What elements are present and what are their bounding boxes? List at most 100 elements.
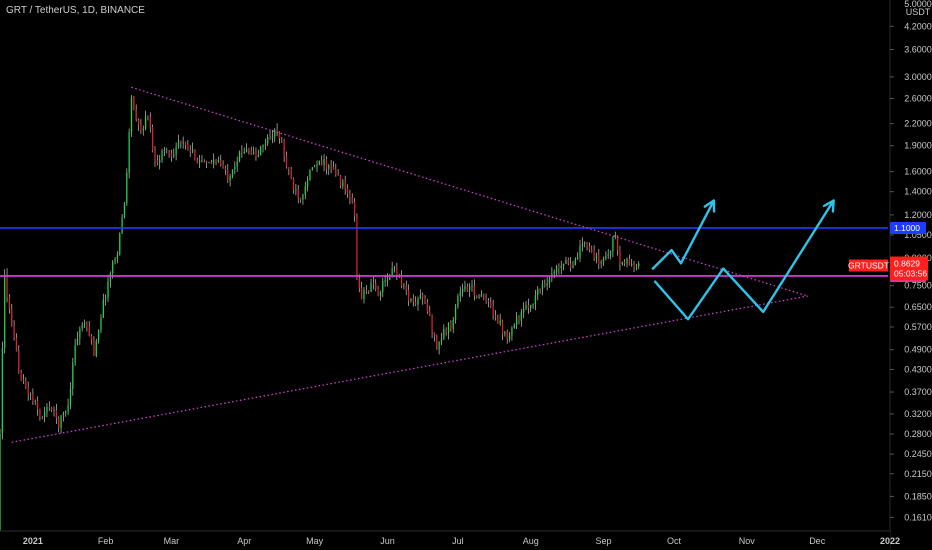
candle-body [497,316,499,324]
candle-body [257,155,259,157]
candle-body [577,257,579,259]
candle-body [365,289,367,291]
candle-body [271,136,274,139]
candle-body [614,235,616,237]
candle-body [48,406,50,409]
candle-body [321,160,323,165]
time-tick-label: Dec [809,536,826,546]
time-axis-background [0,531,890,550]
candle-body [375,283,377,289]
candle-body [396,266,398,277]
candle-body [447,322,450,333]
price-tick-label: 0.7500 [904,281,932,291]
candle-body [189,150,191,152]
price-tick-label: 0.1610 [904,512,932,522]
candle-body [83,322,86,326]
candle-body [346,188,349,194]
candle-body [198,160,201,163]
candle-body [161,151,163,161]
candle-body [358,278,360,288]
candle-body [15,337,18,351]
candle-body [452,320,454,329]
time-axis[interactable]: 2021 Feb Mar Apr May Jun Jul Aug Sep Oct Nov Dec 202… [0,530,900,550]
candle-body [173,154,175,157]
candle-body [203,160,205,163]
candle-body [123,203,126,218]
candle-body [508,335,511,340]
candle-body [72,362,74,389]
candle-body [102,299,104,318]
candle-body [431,315,433,333]
candle-body [105,297,107,300]
candle-body [309,169,311,181]
candle-body [119,233,121,255]
candle-body [168,151,170,154]
candle-body [97,330,100,342]
candle-body [220,160,222,166]
candle-body [372,282,375,284]
candle-body [241,151,243,153]
price-tick-label: 3.6000 [904,44,932,54]
candle-body [69,388,72,406]
candle-body [342,181,344,186]
candle-body [175,147,177,155]
candle-body [530,304,532,308]
candle-body [288,167,290,169]
candle-body [25,381,27,388]
candle-body [612,236,614,251]
projection-arrowhead [822,199,835,213]
candle-body [443,328,445,339]
candle-body [586,243,588,247]
candle-body [41,416,43,418]
candle-body [4,274,6,348]
candle-body [112,262,114,273]
candle-body [208,162,210,164]
candle-body [159,160,161,163]
candle-body [285,155,288,168]
candle-body [511,327,513,336]
candle-body [281,138,283,140]
candle-body [562,263,565,266]
candle-body [579,245,581,258]
candle-body [499,320,501,324]
candle-body [267,137,269,144]
candle-body [415,302,417,305]
candle-body [537,288,539,296]
candle-body [450,322,452,329]
candle-body [525,305,527,309]
candle-body [548,278,551,284]
candle-body [598,254,600,264]
candle-body [8,297,11,309]
candle-body [492,306,494,316]
candle-body [461,289,464,293]
candle-body [269,137,271,139]
candle-body [335,169,337,175]
candle-body [20,372,22,381]
candle-body [224,167,227,170]
candle-body [95,341,97,356]
candle-body [297,189,299,198]
candle-body [229,176,231,181]
candle-body [213,160,215,164]
price-tick-label: 1.0500 [904,230,932,240]
candle-body [339,175,342,186]
triangle-trendline [11,295,808,443]
candle-body [546,283,548,286]
price-tick-label: 0.3700 [904,387,932,397]
currency-badge-line2: USDT [906,7,931,17]
last-price-badge [890,256,928,281]
candle-body [454,306,457,321]
candle-body [51,408,53,410]
candle-body [55,409,58,418]
candle-body [555,265,558,273]
candle-body [436,335,438,350]
candle-body [252,152,255,155]
candle-body [170,153,173,157]
symbol-badge [849,259,888,272]
candle-body [278,131,281,139]
candle-body [187,144,189,151]
candle-body [459,292,461,297]
candles-layer [0,95,640,536]
candle-body [299,197,302,200]
